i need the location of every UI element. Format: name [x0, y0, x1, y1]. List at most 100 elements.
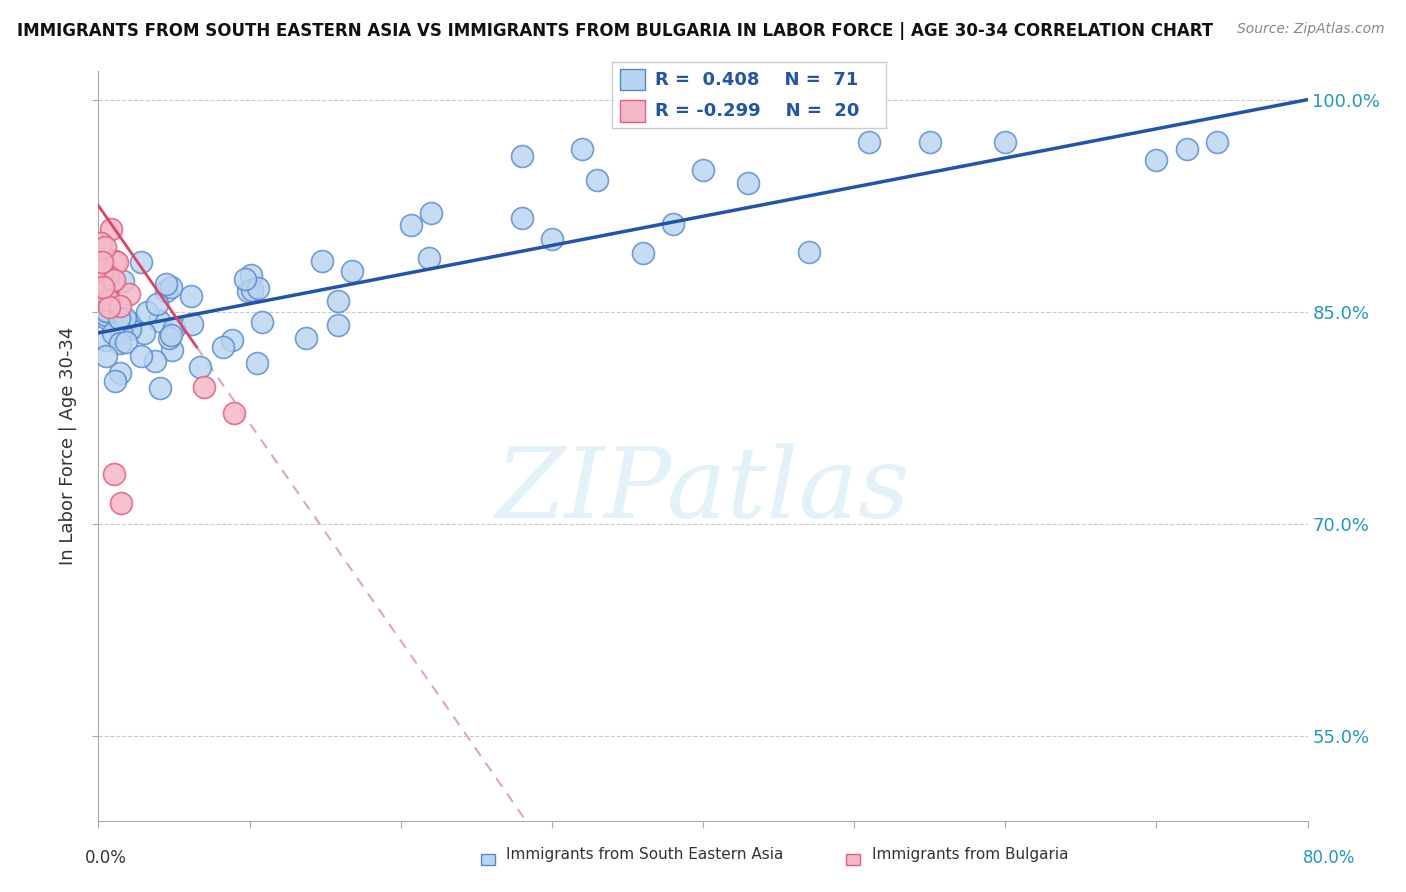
Point [160, 343, 183, 357]
Point [105, 255, 128, 269]
Point [159, 328, 181, 343]
Text: 80.0%: 80.0% [1302, 849, 1355, 867]
Text: Immigrants from Bulgaria: Immigrants from Bulgaria [872, 847, 1069, 862]
Point [94, 308, 117, 322]
Point [97, 269, 120, 284]
Bar [620, 101, 644, 122]
Point [420, 205, 443, 219]
Point [918, 135, 941, 149]
Bar [620, 69, 644, 90]
Point [239, 268, 262, 282]
Point [104, 254, 127, 268]
Point [131, 349, 153, 363]
Point [221, 333, 243, 347]
Point [98, 300, 121, 314]
Point [91, 255, 114, 269]
Point [108, 335, 131, 350]
Point [103, 273, 125, 287]
Point [247, 281, 270, 295]
Point [148, 314, 170, 328]
Point [108, 367, 131, 381]
Point [224, 406, 246, 420]
Point [132, 326, 155, 340]
Point [233, 272, 256, 286]
Point [103, 467, 125, 482]
Point [181, 317, 204, 331]
Point [96, 288, 118, 302]
Text: Source: ZipAtlas.com: Source: ZipAtlas.com [1237, 22, 1385, 37]
Point [149, 381, 172, 395]
Point [401, 219, 423, 233]
Point [692, 162, 714, 177]
Point [94, 310, 117, 325]
Point [108, 310, 131, 325]
Point [571, 142, 593, 156]
Text: R =  0.408    N =  71: R = 0.408 N = 71 [655, 70, 859, 88]
Point [91, 280, 114, 294]
Point [110, 495, 132, 509]
Point [1175, 142, 1198, 156]
Point [328, 293, 350, 308]
Point [858, 135, 880, 149]
Point [143, 354, 166, 368]
Text: R = -0.299    N =  20: R = -0.299 N = 20 [655, 102, 860, 120]
Point [104, 374, 127, 388]
Point [114, 311, 136, 326]
Point [100, 222, 122, 236]
Point [510, 149, 533, 163]
Point [93, 240, 115, 254]
Point [157, 331, 180, 345]
Point [90, 235, 112, 250]
Point [115, 334, 138, 349]
Point [110, 324, 132, 338]
Point [342, 264, 364, 278]
Point [510, 211, 533, 225]
Point [180, 288, 202, 302]
Text: Immigrants from South Eastern Asia: Immigrants from South Eastern Asia [506, 847, 783, 862]
Point [91, 280, 114, 294]
Point [160, 280, 183, 294]
Point [90, 277, 112, 291]
Point [90, 262, 112, 277]
Point [120, 316, 142, 330]
Point [586, 173, 609, 187]
Point [236, 285, 259, 299]
Point [97, 293, 120, 308]
Point [1206, 135, 1229, 149]
Text: IMMIGRANTS FROM SOUTH EASTERN ASIA VS IMMIGRANTS FROM BULGARIA IN LABOR FORCE | : IMMIGRANTS FROM SOUTH EASTERN ASIA VS IM… [17, 22, 1213, 40]
Point [135, 305, 157, 319]
Point [94, 333, 117, 347]
Point [97, 304, 120, 318]
Y-axis label: In Labor Force | Age 30-34: In Labor Force | Age 30-34 [59, 326, 77, 566]
Point [163, 321, 186, 335]
Point [311, 254, 333, 268]
Point [118, 287, 141, 301]
Point [94, 304, 117, 318]
Point [797, 244, 820, 259]
Point [994, 135, 1017, 149]
Point [737, 176, 759, 190]
Point [295, 331, 318, 345]
Point [94, 349, 117, 363]
Point [540, 232, 562, 246]
Point [96, 268, 118, 283]
Text: 0.0%: 0.0% [84, 849, 127, 867]
Point [118, 322, 141, 336]
Text: ZIPatlas: ZIPatlas [496, 443, 910, 539]
Point [193, 380, 215, 394]
Point [131, 254, 153, 268]
Point [1144, 153, 1167, 167]
Point [326, 318, 349, 332]
Point [240, 283, 263, 297]
Point [110, 299, 132, 313]
Point [111, 274, 134, 288]
Point [188, 360, 211, 375]
Point [661, 217, 683, 231]
Point [212, 340, 235, 354]
Point [250, 315, 273, 329]
Point [94, 285, 117, 299]
Point [631, 245, 654, 260]
Point [155, 284, 177, 298]
Point [101, 326, 124, 341]
Point [246, 356, 269, 370]
